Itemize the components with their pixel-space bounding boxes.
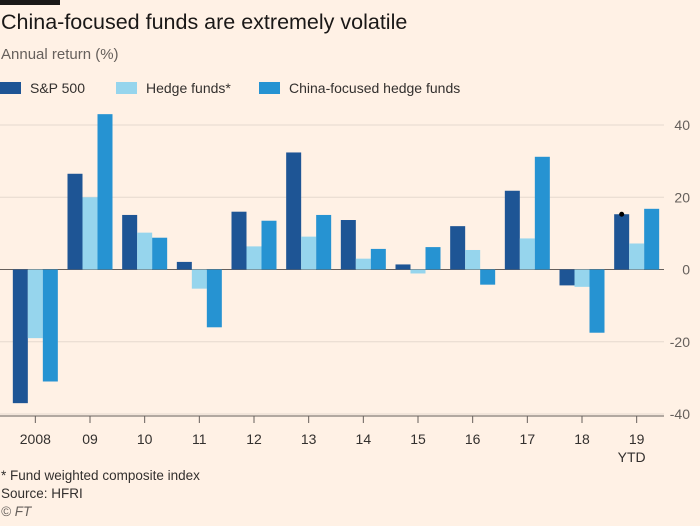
y-tick-label: 40 bbox=[674, 117, 690, 133]
bar-china-focused-hedge-funds-13 bbox=[316, 214, 332, 270]
legend-item-hedge-funds: Hedge funds* bbox=[116, 80, 231, 96]
bar-china-focused-hedge-funds-19 bbox=[644, 208, 660, 270]
bar-hedge-funds-15 bbox=[410, 269, 426, 274]
bar-china-focused-hedge-funds-12 bbox=[261, 220, 277, 270]
bar-china-focused-hedge-funds-17 bbox=[534, 156, 550, 270]
x-tick-label: 12 bbox=[246, 431, 262, 447]
bar-hedge-funds-11 bbox=[191, 269, 207, 289]
legend-swatch-hedge-funds bbox=[116, 82, 137, 94]
bar-s-p-500-2008 bbox=[12, 269, 28, 404]
bar-s-p-500-10 bbox=[122, 214, 138, 270]
bar-s-p-500-18 bbox=[559, 269, 575, 286]
y-tick-label: 0 bbox=[682, 262, 690, 278]
x-tick-label: 2008 bbox=[20, 431, 51, 447]
bar-china-focused-hedge-funds-16 bbox=[480, 269, 496, 285]
bar-hedge-funds-09 bbox=[82, 197, 98, 270]
bar-hedge-funds-18 bbox=[574, 269, 590, 287]
x-tick-label: 17 bbox=[520, 431, 536, 447]
x-tick-label: 15 bbox=[410, 431, 426, 447]
source-note: Source: HFRI bbox=[1, 486, 83, 501]
bar-s-p-500-13 bbox=[286, 152, 302, 270]
bar-s-p-500-14 bbox=[340, 220, 356, 270]
x-tick-label: 16 bbox=[465, 431, 481, 447]
bar-china-focused-hedge-funds-09 bbox=[97, 114, 113, 270]
bar-hedge-funds-19 bbox=[629, 243, 645, 270]
header-accent-bar bbox=[0, 0, 60, 5]
bar-china-focused-hedge-funds-18 bbox=[589, 269, 605, 333]
bar-s-p-500-19 bbox=[614, 214, 630, 270]
y-tick-label: 20 bbox=[674, 189, 690, 205]
x-tick-label: 18 bbox=[574, 431, 590, 447]
x-tick-label: 13 bbox=[301, 431, 317, 447]
chart-subtitle: Annual return (%) bbox=[1, 46, 119, 63]
legend-item-sp500: S&P 500 bbox=[0, 80, 85, 96]
bar-s-p-500-16 bbox=[450, 226, 466, 270]
copyright-note: © FT bbox=[1, 504, 32, 519]
legend-item-china-hedge-funds: China-focused hedge funds bbox=[259, 80, 460, 96]
annotation-dot bbox=[619, 211, 625, 217]
y-tick-label: -40 bbox=[670, 406, 690, 422]
x-tick-label: 10 bbox=[137, 431, 153, 447]
x-tick-label: 14 bbox=[356, 431, 372, 447]
bar-china-focused-hedge-funds-14 bbox=[370, 248, 386, 270]
bar-s-p-500-15 bbox=[395, 264, 411, 270]
chart-title: China-focused funds are extremely volati… bbox=[1, 10, 408, 34]
bar-hedge-funds-12 bbox=[246, 246, 262, 270]
bar-s-p-500-09 bbox=[67, 173, 83, 270]
footnote: * Fund weighted composite index bbox=[1, 468, 200, 483]
legend-label-china-hedge-funds: China-focused hedge funds bbox=[289, 80, 461, 96]
legend-swatch-china-hedge-funds bbox=[259, 82, 280, 94]
x-tick-label: 19 bbox=[629, 431, 645, 447]
bar-s-p-500-11 bbox=[176, 261, 192, 270]
legend-swatch-sp500 bbox=[0, 82, 21, 94]
bar-hedge-funds-10 bbox=[137, 232, 153, 270]
bar-hedge-funds-13 bbox=[301, 236, 317, 270]
legend-label-hedge-funds: Hedge funds* bbox=[146, 80, 231, 96]
bar-china-focused-hedge-funds-11 bbox=[206, 269, 222, 328]
bar-hedge-funds-2008 bbox=[27, 269, 43, 339]
x-tick-sublabel: YTD bbox=[618, 449, 646, 465]
bar-hedge-funds-16 bbox=[465, 249, 481, 270]
bar-hedge-funds-14 bbox=[355, 258, 371, 270]
bar-china-focused-hedge-funds-10 bbox=[152, 237, 168, 270]
bar-s-p-500-17 bbox=[504, 190, 520, 270]
bar-china-focused-hedge-funds-2008 bbox=[42, 269, 58, 382]
x-tick-label: 11 bbox=[192, 431, 207, 447]
bar-s-p-500-12 bbox=[231, 211, 247, 270]
y-tick-label: -20 bbox=[670, 334, 690, 350]
legend-label-sp500: S&P 500 bbox=[30, 80, 86, 96]
bar-china-focused-hedge-funds-15 bbox=[425, 247, 441, 270]
bar-hedge-funds-17 bbox=[519, 238, 535, 270]
x-tick-label: 09 bbox=[82, 431, 98, 447]
